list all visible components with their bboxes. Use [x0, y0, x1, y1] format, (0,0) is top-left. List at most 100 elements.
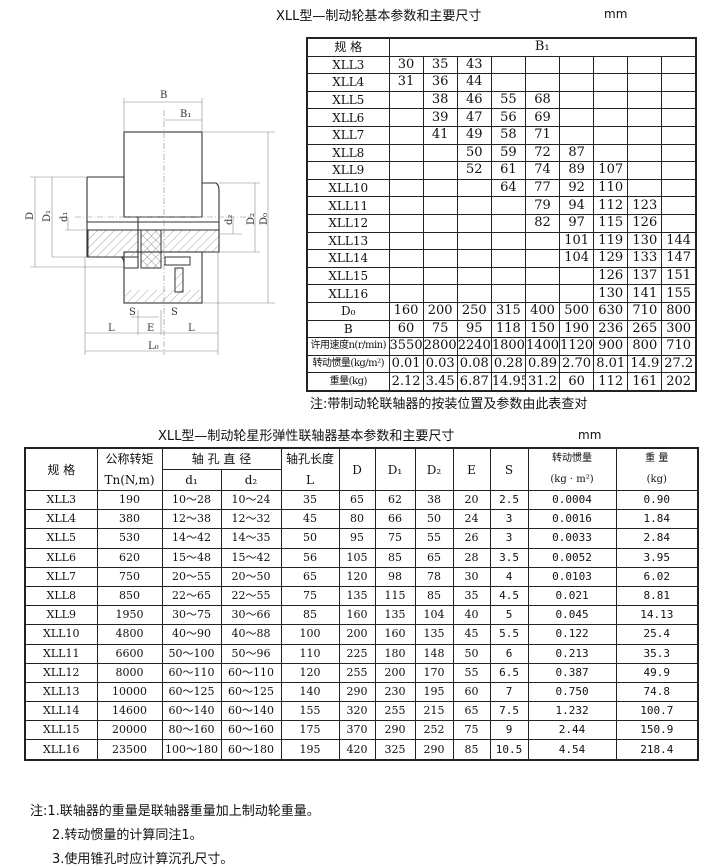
b1-cell: 123: [627, 196, 663, 215]
table-cell: 0.0052: [527, 547, 617, 568]
table-cell: 30: [452, 566, 491, 587]
b1-cell: [388, 161, 424, 180]
param-cell: 1120: [559, 337, 595, 356]
table-cell: 2.44: [527, 720, 617, 741]
table-cell: 2.84: [615, 528, 699, 549]
table-cell: 56: [280, 547, 340, 568]
table-cell: 135: [338, 585, 376, 607]
table-cell: 190: [96, 489, 163, 511]
param-cell: 6.87: [456, 372, 492, 392]
brake-wheel-upper: [123, 131, 203, 218]
b1-cell: [524, 284, 561, 303]
table-cell: 0.750: [527, 681, 617, 703]
table-cell: 66: [374, 509, 416, 530]
table-row: XLL8 850 22～65 22～55 75 135 115 85 35 4.5 0.021 8.8…: [24, 585, 699, 607]
b1-cell: [456, 196, 492, 215]
spec-cell: XLL15: [306, 266, 390, 286]
param-label: D₀: [306, 301, 390, 321]
param-cell: 710: [627, 301, 663, 321]
b1-cell: [422, 213, 458, 233]
table-cell: 0.0016: [527, 509, 617, 530]
header-b1: B₁: [388, 37, 697, 57]
header-weight: 重 量: [615, 447, 699, 470]
b1-cell: 104: [559, 249, 595, 268]
table-cell: 74.8: [615, 681, 699, 703]
header-weight-unit: (kg): [615, 469, 699, 491]
b1-cell: 126: [593, 266, 629, 286]
param-cell: 315: [490, 301, 526, 321]
table-cell: 100: [280, 624, 340, 645]
param-cell: 14.9: [627, 354, 663, 374]
b1-cell: [661, 108, 697, 127]
table-row: XLL4 380 12～38 12～32 45 80 66 50 24 3 0.0016 1.84: [24, 509, 699, 530]
table-cell: 24: [452, 509, 491, 530]
b1-cell: 94: [559, 196, 595, 215]
dim-label-L-right: L: [188, 323, 195, 334]
table-cell: 380: [96, 509, 163, 530]
table-row: XLL11 79 94 112 123: [306, 196, 697, 215]
table-cell: 35.3: [615, 643, 699, 664]
table-cell: 255: [374, 701, 416, 722]
table-cell: 20000: [96, 720, 163, 741]
table-cell: 75: [374, 528, 416, 549]
table-cell: 12～32: [220, 509, 282, 530]
table-cell: 8000: [96, 662, 163, 683]
param-row: D₀ 160 200 250 315 400 500 630 710 800: [306, 301, 697, 321]
table-cell: 100.7: [615, 701, 699, 722]
header-bore-diameter: 轴 孔 直 径: [161, 447, 282, 470]
bottom-table-unit: mm: [578, 428, 602, 442]
table-cell: 370: [338, 720, 376, 741]
table-cell: 25.4: [615, 624, 699, 645]
b1-cell: 49: [456, 125, 492, 145]
table-cell: 50～96: [220, 643, 282, 664]
table-cell: 140: [280, 681, 340, 703]
param-cell: 2240: [456, 337, 492, 356]
b1-cell: 112: [593, 196, 629, 215]
header-D1: D₁: [374, 447, 416, 491]
table-cell: 95: [338, 528, 376, 549]
table-row: XLL3 190 10～28 10～24 35 65 62 38 20 2.5 0.0004 0.90: [24, 489, 699, 511]
table-cell: 7.5: [489, 701, 529, 722]
b1-cell: [422, 196, 458, 215]
table-cell: 175: [280, 720, 340, 741]
b1-cell: [627, 108, 663, 127]
table-cell: 98: [374, 566, 416, 587]
b1-cell: 46: [456, 90, 492, 110]
table-cell: 20～50: [220, 566, 282, 587]
b1-cell: [388, 266, 424, 286]
table-cell: 3: [489, 528, 529, 549]
table-cell: XLL13: [24, 681, 98, 703]
b1-cell: [627, 161, 663, 180]
b1-cell: 82: [524, 213, 561, 233]
table-cell: 135: [414, 624, 454, 645]
b1-cell: [593, 73, 629, 92]
table-cell: 35: [280, 489, 340, 511]
table-row: XLL7 750 20～55 20～50 65 120 98 78 30 4 0.0103 6.02: [24, 566, 699, 587]
table-cell: 50: [452, 643, 491, 664]
table-cell: 290: [374, 720, 416, 741]
param-cell: 800: [627, 337, 663, 356]
table-cell: 20～55: [161, 566, 222, 587]
param-row: 重量(kg) 2.12 3.45 6.87 14.95 31.2 60 112 161 202: [306, 372, 697, 392]
table-cell: 3: [489, 509, 529, 530]
table-cell: 200: [338, 624, 376, 645]
b1-cell: 69: [524, 108, 561, 127]
table-row: XLL6 620 15～48 15～42 56 105 85 65 28 3.5 0.0052 3.9…: [24, 547, 699, 568]
b1-cell: [490, 231, 526, 251]
table-cell: 8.81: [615, 585, 699, 607]
b1-cell: 115: [593, 213, 629, 233]
b1-cell: 50: [456, 143, 492, 163]
header-d2: d₂: [220, 469, 282, 491]
b1-cell: 41: [422, 125, 458, 145]
table-cell: 290: [414, 739, 454, 761]
table-cell: 80～160: [161, 720, 222, 741]
table-cell: 40～88: [220, 624, 282, 645]
table-cell: 4800: [96, 624, 163, 645]
param-label: 转动惯量(kg/m²): [306, 354, 390, 374]
param-row: 转动惯量(kg/m²) 0.01 0.03 0.08 0.28 0.89 2.70 8.01 1…: [306, 354, 697, 374]
table-row: XLL9 52 61 74 89 107: [306, 161, 697, 180]
table-cell: 40: [452, 605, 491, 626]
header-inertia-unit: (kg · m²): [527, 469, 617, 491]
table-row: XLL15 20000 80～160 60～160 175 370 290 252 75 9 2.4…: [24, 720, 699, 741]
table-cell: 60～160: [220, 720, 282, 741]
